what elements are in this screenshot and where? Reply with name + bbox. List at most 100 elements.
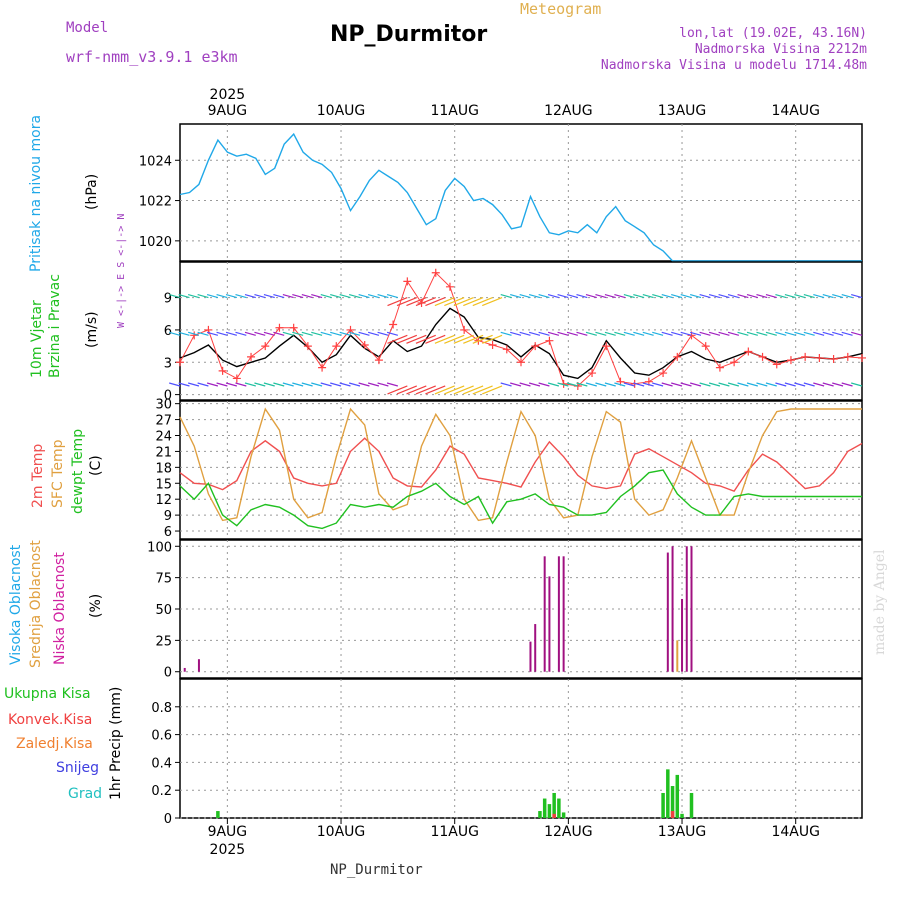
wind-direction-arrow xyxy=(472,385,493,395)
wind-gust-point xyxy=(602,342,611,351)
legend-snijeg: Snijeg xyxy=(56,760,100,776)
cloud-bar xyxy=(685,546,688,672)
cloud-bar xyxy=(534,624,537,672)
wind-direction-arrow xyxy=(273,331,285,336)
wind-direction-arrow xyxy=(604,382,616,387)
wind-gust-point xyxy=(772,360,781,369)
wind-direction-arrow xyxy=(851,331,863,336)
wind-direction-arrow xyxy=(566,382,578,387)
cloud-bar xyxy=(197,659,200,672)
wind-gust-point xyxy=(232,374,241,383)
wind-direction-arrow xyxy=(453,297,474,307)
model-altitude: Nadmorska Visina u modelu 1714.48m xyxy=(600,58,867,73)
wind-gust-point xyxy=(829,355,838,364)
time-label-bottom: 14AUG xyxy=(771,824,820,840)
wind-direction-arrow xyxy=(528,382,541,387)
legend-grad: Grad xyxy=(68,786,103,802)
wind-direction-arrow xyxy=(406,385,427,395)
wind-direction-arrow xyxy=(482,297,503,307)
wind-direction-arrow xyxy=(661,382,673,387)
wind-direction-arrow xyxy=(614,294,626,299)
wind-direction-arrow xyxy=(406,297,427,307)
wind-direction-arrow xyxy=(349,331,361,336)
wind-gust-point xyxy=(545,336,554,345)
wind-direction-arrow xyxy=(235,294,247,299)
wind-series-line xyxy=(179,307,863,380)
wind-direction-arrow xyxy=(794,382,806,387)
wind-direction-arrow xyxy=(803,331,815,336)
wind-direction-arrow xyxy=(216,331,228,336)
precip-bar xyxy=(670,811,675,818)
temperature-tick-label: 15 xyxy=(155,477,172,492)
wind-direction-arrow xyxy=(254,382,266,387)
wind-direction-arrow xyxy=(519,382,531,387)
wind-direction-arrow xyxy=(784,294,796,299)
wind-direction-arrow xyxy=(633,294,645,299)
meteogram-label: Meteogram xyxy=(520,0,602,18)
wind-direction-arrow xyxy=(623,382,635,387)
wind-direction-arrow xyxy=(661,294,673,299)
wind-direction-arrow xyxy=(482,385,503,395)
precip-bar xyxy=(670,786,675,818)
wind-direction-arrow xyxy=(614,382,626,387)
wind-direction-arrow xyxy=(396,385,418,395)
wind-direction-arrow xyxy=(775,382,787,387)
wind-direction-arrow xyxy=(528,294,541,299)
time-label-bottom: 12AUG xyxy=(544,824,593,840)
wind-direction-arrow xyxy=(746,294,758,299)
wind-direction-arrow xyxy=(803,382,815,387)
wind-direction-arrow xyxy=(434,297,455,307)
wind-direction-arrow xyxy=(263,382,275,387)
wind-direction-arrow xyxy=(699,294,711,299)
wind-direction-arrow xyxy=(519,331,531,336)
wind-direction-arrow xyxy=(349,294,361,299)
wind-direction-arrow xyxy=(358,382,370,387)
wind-direction-arrow xyxy=(377,294,389,299)
precip-frame xyxy=(179,678,863,819)
cloud-bar xyxy=(562,556,565,672)
temperature-tick-label: 27 xyxy=(155,414,172,429)
wind-direction-arrow xyxy=(444,334,465,344)
wind-direction-arrow xyxy=(178,382,190,387)
precip-tick-label: 0.6 xyxy=(151,729,172,744)
wind-direction-arrow xyxy=(349,382,361,387)
wind-direction-arrow xyxy=(330,331,342,336)
precip-bar xyxy=(216,811,220,818)
wind-direction-arrow xyxy=(434,334,455,344)
precip-tick-label: 0.8 xyxy=(151,701,172,716)
wind-direction-arrow xyxy=(387,297,408,307)
wind-direction-arrow xyxy=(680,331,692,336)
year-label-bottom: 2025 xyxy=(210,842,246,858)
cloud-tick-label: 50 xyxy=(155,603,172,618)
wind-direction-arrow xyxy=(813,294,825,299)
wind-direction-arrow xyxy=(510,294,522,299)
temperature-series-line xyxy=(179,437,863,493)
pressure-tick-label: 1024 xyxy=(139,154,172,169)
wind-direction-arrow xyxy=(765,331,777,336)
wind-direction-arrow xyxy=(671,331,683,336)
time-label-bottom: 13AUG xyxy=(658,824,707,840)
wind-direction-arrow xyxy=(282,294,294,299)
temperature-series-line xyxy=(179,407,862,522)
wind-direction-arrow xyxy=(282,382,294,387)
wind-direction-arrow xyxy=(690,294,702,299)
wind-direction-arrow xyxy=(367,294,380,299)
wind-direction-arrow xyxy=(225,294,237,299)
wind-gust-point xyxy=(858,353,866,362)
wind-direction-arrow xyxy=(576,382,588,387)
wind-gust-point xyxy=(303,342,312,351)
wind-gust-point xyxy=(374,356,383,365)
wind-direction-arrow xyxy=(576,331,588,336)
wind-direction-arrow xyxy=(187,294,200,299)
cloud-bar xyxy=(548,576,551,672)
wind-direction-arrow xyxy=(595,294,607,299)
wind-direction-arrow xyxy=(623,294,635,299)
wind-direction-arrow xyxy=(254,294,266,299)
precip-bar xyxy=(547,804,552,818)
cloud-bar xyxy=(676,640,679,672)
pressure-frame xyxy=(179,123,863,262)
lonlat: lon,lat (19.02E, 43.16N) xyxy=(679,26,867,41)
wind-gust-point xyxy=(431,268,440,277)
wind-direction-arrow xyxy=(595,382,607,387)
wind-direction-arrow xyxy=(320,382,332,387)
